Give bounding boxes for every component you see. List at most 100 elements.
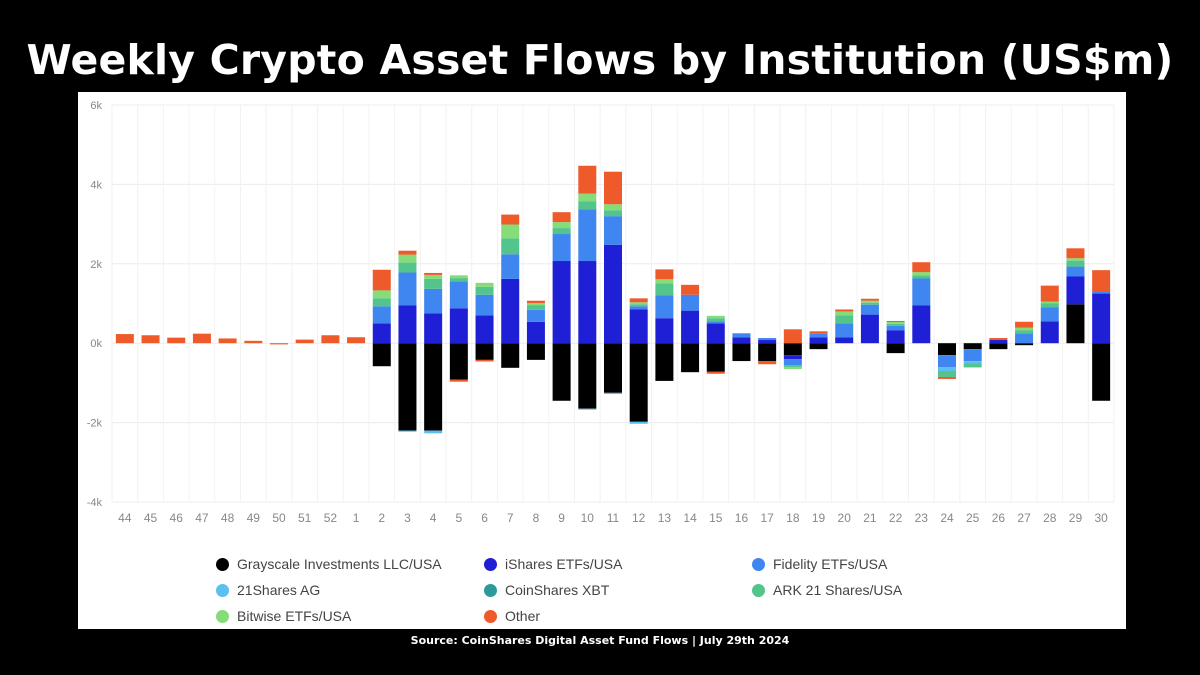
bar-segment — [501, 224, 520, 239]
bar-segment — [1066, 266, 1085, 277]
bar-segment — [501, 254, 520, 279]
x-tick-label: 17 — [760, 511, 774, 525]
bar-segment — [655, 295, 674, 319]
bar-segment — [552, 234, 571, 262]
bar-segment — [938, 343, 956, 356]
bar-segment — [424, 288, 443, 314]
bar-segment — [244, 340, 263, 344]
bar-segment — [192, 333, 211, 344]
bar-segment — [424, 313, 443, 344]
x-tick-label: 46 — [170, 511, 184, 525]
bar-segment — [912, 262, 931, 273]
bar-segment — [398, 272, 417, 306]
bar-segment — [629, 302, 648, 305]
x-tick-labels: 44 45 46 47 48 49 50 51 52 1 2 3 4 5 6 7 8 9 10 11 12 13 14 15 1… — [118, 511, 1108, 525]
bar-segment — [604, 210, 622, 217]
bar-segment — [526, 343, 545, 360]
bar-segment — [963, 361, 982, 364]
bar-segment — [449, 343, 468, 380]
bar-segment — [706, 371, 725, 374]
bar-segment — [424, 274, 443, 279]
bar-segment — [604, 171, 622, 205]
bar-segment — [167, 337, 186, 344]
x-tick-label: 48 — [221, 511, 235, 525]
x-tick-label: 50 — [272, 511, 286, 525]
bar-segment — [1015, 330, 1034, 334]
bar-segment — [526, 300, 545, 304]
bar-segment — [1015, 327, 1034, 331]
bar-segment — [938, 376, 956, 379]
bar-segment — [732, 337, 751, 344]
y-tick-label: 2k — [90, 259, 102, 271]
bar-segment — [835, 309, 854, 312]
bar-segment — [886, 321, 905, 324]
bar-segment — [526, 305, 545, 310]
bar-segment — [912, 305, 931, 344]
bar-segment — [989, 343, 1008, 350]
bar-segment — [1066, 248, 1085, 259]
y-tick-label: -2k — [87, 418, 103, 430]
bar-segment — [835, 315, 854, 324]
bar-segment — [706, 315, 725, 319]
bar-segment — [835, 311, 854, 316]
bar-segment — [886, 330, 905, 344]
bar-segment — [655, 343, 674, 381]
legend-label: Other — [505, 608, 541, 624]
bar-segment — [578, 201, 597, 210]
legend-swatch — [752, 583, 765, 597]
legend-label: Grayscale Investments LLC/USA — [237, 556, 442, 572]
y-tick-label: 4k — [90, 179, 102, 191]
bar-segment — [347, 337, 366, 344]
y-tick-label: 0k — [90, 338, 102, 350]
x-tick-label: 12 — [632, 511, 646, 525]
bar-segment — [1066, 304, 1085, 344]
bar-segment — [115, 334, 134, 344]
bar-segment — [1092, 343, 1111, 401]
bar-segment — [552, 212, 571, 223]
bar-segment — [886, 343, 905, 354]
bar-segment — [963, 349, 982, 362]
bar-segment — [398, 343, 417, 431]
source-note: Source: CoinShares Digital Asset Fund Fl… — [410, 634, 790, 647]
bar-segment — [681, 294, 700, 311]
bar-segment — [398, 262, 417, 273]
bar-segment — [655, 318, 674, 344]
bar-segment — [372, 269, 391, 291]
bar-segment — [475, 282, 494, 287]
legend-item: ARK 21 Shares/USA — [752, 582, 902, 598]
bar-segment — [681, 310, 700, 344]
x-tick-label: 22 — [889, 511, 903, 525]
y-tick-labels: -4k -2k 0k 2k 4k 6k — [87, 100, 103, 509]
x-tick-label: 14 — [683, 511, 697, 525]
bar-segment — [706, 321, 725, 324]
bar-segment — [218, 338, 237, 344]
bar-segment — [732, 343, 751, 362]
bar-segment — [835, 337, 854, 344]
bar-segment — [604, 204, 622, 211]
bar-segment — [449, 379, 468, 382]
x-tick-label: 6 — [481, 511, 488, 525]
bar-segment — [1092, 291, 1111, 294]
x-tick-label: 9 — [558, 511, 565, 525]
x-tick-label: 23 — [915, 511, 929, 525]
chart-panel: -4k -2k 0k 2k 4k 6k 44 45 46 47 48 49 50 51 52 1 2 3 4 5 6 7… — [78, 92, 1126, 629]
bar-segment — [552, 343, 571, 401]
bar-segment — [860, 314, 879, 344]
bar-segment — [372, 323, 391, 344]
x-tick-label: 28 — [1043, 511, 1057, 525]
bar-segment — [604, 343, 622, 393]
bar-segment — [552, 222, 571, 229]
bar-segment — [989, 340, 1008, 344]
bar-segment — [449, 308, 468, 344]
bar-segment — [681, 343, 700, 373]
bar-segment — [963, 363, 982, 368]
legend-label: 21Shares AG — [237, 582, 321, 598]
bar-segment — [655, 269, 674, 280]
bar-segment — [912, 278, 931, 306]
x-tick-label: 44 — [118, 511, 132, 525]
bar-segment — [398, 254, 417, 263]
x-tick-label: 19 — [812, 511, 826, 525]
bar-segment — [655, 283, 674, 296]
x-tick-label: 21 — [863, 511, 877, 525]
